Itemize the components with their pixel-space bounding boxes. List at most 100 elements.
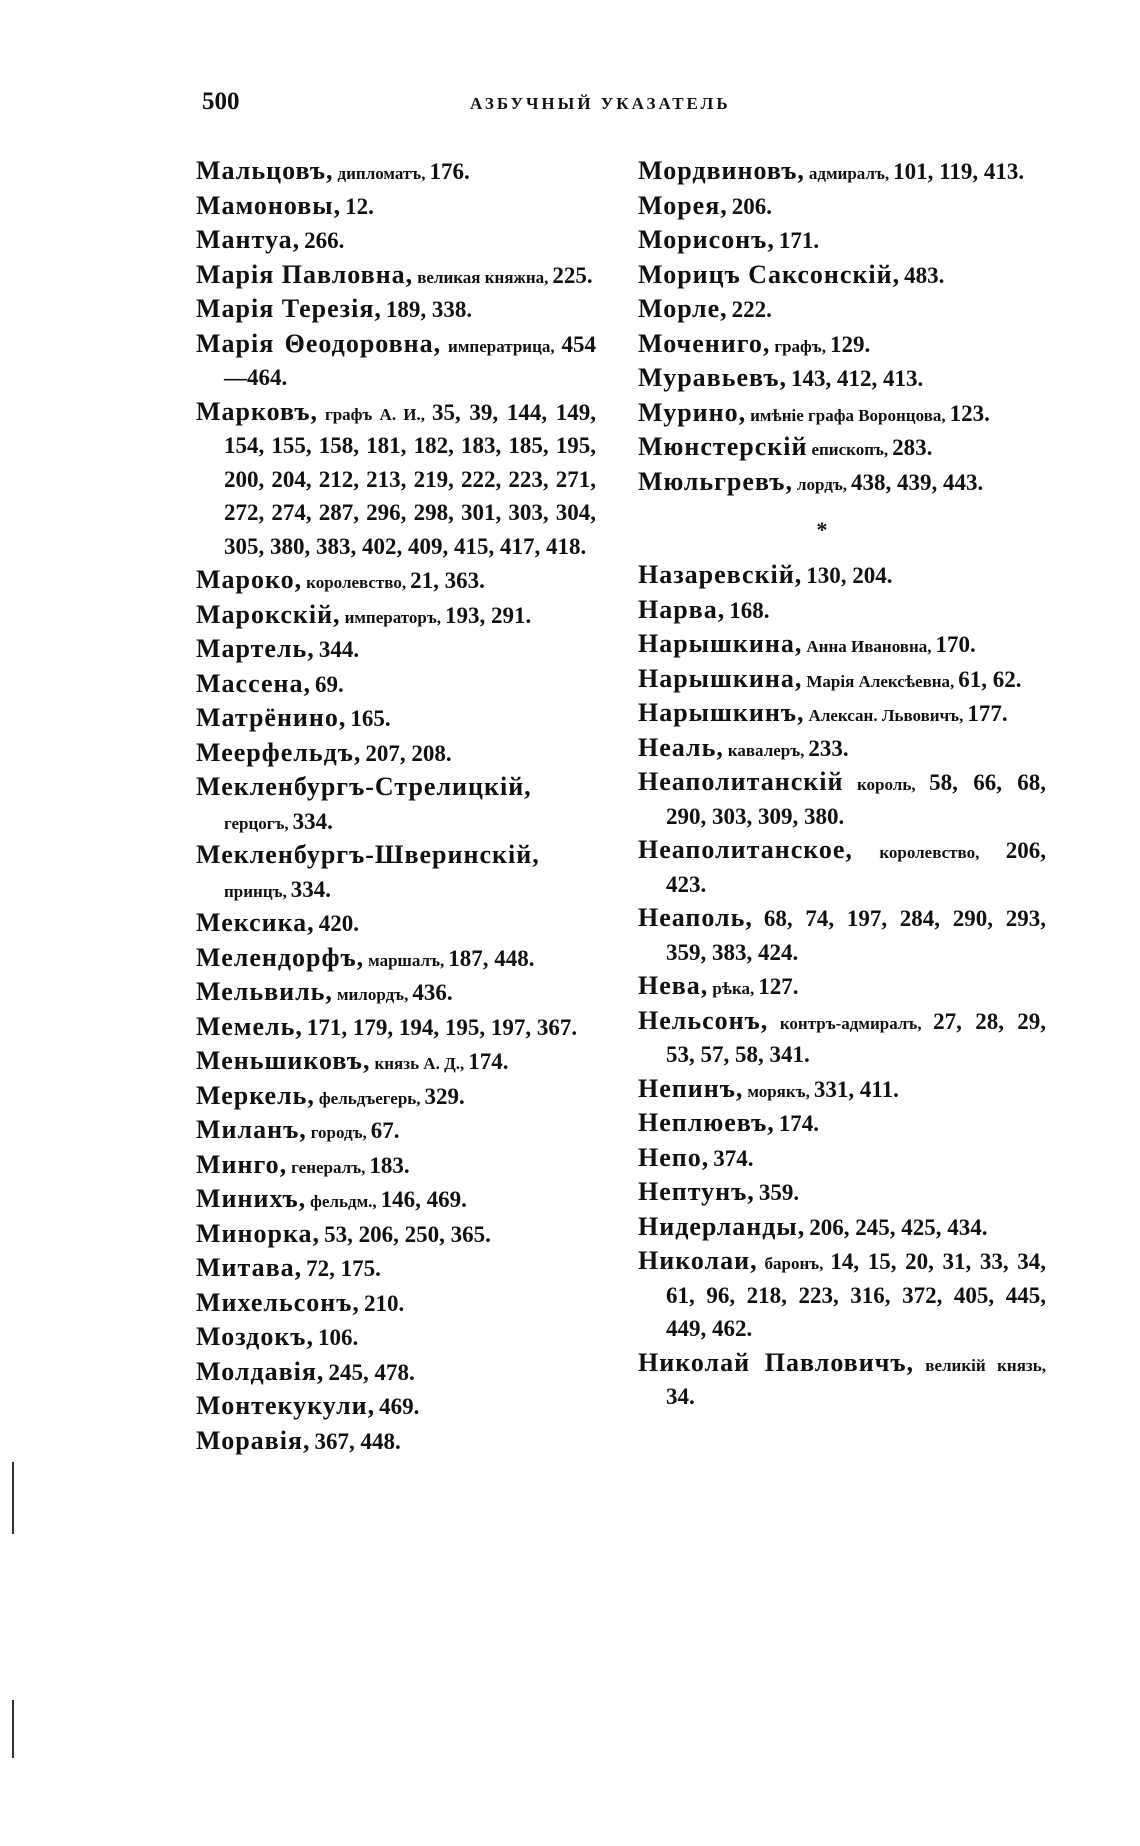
entry-head: Непо,: [638, 1142, 710, 1172]
scan-margin-mark: [12, 1700, 14, 1758]
index-entry: Минго, генералъ, 183.: [196, 1150, 596, 1185]
entry-refs: 61, 62.: [958, 666, 1022, 692]
entry-head: Неаполь,: [638, 903, 753, 932]
entry-head: Николай Павловичъ,: [638, 1347, 915, 1377]
entry-head: Молдавія,: [196, 1356, 325, 1386]
entry-desc: принцъ,: [224, 881, 287, 901]
entry-refs: 233.: [808, 735, 849, 761]
entry-refs: 127.: [758, 974, 799, 999]
entry-head: Муравьевъ,: [638, 363, 788, 392]
entry-desc: герцогъ,: [224, 813, 289, 833]
index-entry: Мекленбургъ-Шверинскій, принцъ, 334.: [196, 840, 596, 908]
index-entry: Миланъ, городъ, 67.: [196, 1115, 596, 1150]
entry-refs: 35, 39, 144, 149, 154, 155, 158, 181, 18…: [224, 399, 597, 559]
section-separator: *: [816, 517, 828, 542]
entry-head: Михельсонъ,: [196, 1287, 360, 1317]
entry-refs: 72, 175.: [306, 1256, 381, 1281]
index-entry: Николай Павловичъ, великій князь, 34.: [638, 1348, 1046, 1416]
entry-refs: 34.: [666, 1384, 695, 1409]
entry-refs: 21, 363.: [410, 568, 485, 593]
entry-refs: 359.: [758, 1180, 800, 1205]
entry-head: Мемель,: [196, 1011, 303, 1041]
entry-desc: графъ,: [774, 336, 826, 356]
entry-head: Нидерланды,: [638, 1211, 806, 1241]
entry-refs: 420.: [318, 911, 359, 936]
entry-head: Мочениго,: [638, 328, 771, 358]
index-section-m: Мордвиновъ, адмиралъ, 101, 119, 413. Мор…: [638, 156, 1046, 501]
entry-head: Матрёнино,: [196, 703, 347, 732]
entry-refs: 334.: [292, 808, 333, 834]
entry-head: Морея,: [638, 190, 728, 220]
index-entry: Неаль, кавалеръ, 233.: [638, 733, 1046, 768]
index-entry: Мартель, 344.: [196, 634, 596, 669]
index-entry: Марія Павловна, великая княжна, 225.: [196, 260, 596, 295]
index-entry: Нельсонъ, контръ-адмиралъ, 27, 28, 29, 5…: [638, 1006, 1046, 1074]
entry-head: Нарва,: [638, 594, 726, 624]
index-entry: Нарышкина, Анна Ивановна, 170.: [638, 629, 1046, 664]
entry-desc: Алексан. Львовичъ,: [808, 706, 964, 725]
index-entry: Митава, 72, 175.: [196, 1253, 596, 1288]
entry-head: Нарышкина,: [638, 629, 803, 658]
entry-head: Мелендорфъ,: [196, 942, 365, 972]
index-entry: Молдавія, 245, 478.: [196, 1357, 596, 1392]
index-entry: Массена, 69.: [196, 669, 596, 704]
entry-head: Моздокъ,: [196, 1322, 314, 1351]
entry-desc: генералъ,: [291, 1157, 366, 1177]
index-entry: Непинъ, морякъ, 331, 411.: [638, 1074, 1046, 1109]
entry-head: Минорка,: [196, 1218, 321, 1248]
index-entry: Нарышкинъ, Алексан. Львовичъ, 177.: [638, 698, 1046, 733]
entry-head: Мальцовъ,: [196, 156, 334, 185]
index-entry: Муравьевъ, 143, 412, 413.: [638, 363, 1046, 398]
entry-refs: 130, 204.: [806, 563, 893, 588]
index-entry: Нептунъ, 359.: [638, 1177, 1046, 1212]
entry-refs: 101, 119, 413.: [893, 159, 1025, 184]
entry-refs: 283.: [892, 435, 933, 460]
index-entry: Марія Θеодоровна, императрица, 454—464.: [196, 329, 596, 397]
index-entry: Мальцовъ, дипломатъ, 176.: [196, 156, 596, 191]
entry-desc: имѣніе графа Воронцова,: [750, 405, 946, 425]
entry-refs: 174.: [778, 1111, 820, 1136]
entry-desc: фельдъегерь,: [318, 1088, 421, 1108]
entry-head: Мантуа,: [196, 225, 301, 254]
entry-desc: баронъ,: [764, 1254, 824, 1273]
entry-head: Мароко,: [196, 565, 303, 594]
entry-head: Монтекукули,: [196, 1391, 376, 1420]
entry-head: Мекленбургъ-Стрелицкій,: [196, 772, 532, 801]
index-entry: Меркель, фельдъегерь, 329.: [196, 1081, 596, 1116]
entry-head: Назаревскій,: [638, 560, 803, 589]
entry-head: Мексика,: [196, 908, 315, 937]
entry-refs: 123.: [949, 400, 990, 426]
index-entry: Марокскій, императоръ, 193, 291.: [196, 600, 596, 635]
index-entry: Марія Терезія, 189, 338.: [196, 294, 596, 329]
entry-head: Марковъ,: [196, 396, 319, 426]
entry-refs: 165.: [350, 706, 391, 731]
entry-refs: 14, 15, 20, 31, 33, 34, 61, 96, 218, 223…: [666, 1249, 1047, 1341]
entry-head: Мордвиновъ,: [638, 156, 805, 185]
entry-refs: 69.: [314, 671, 344, 697]
entry-desc: кавалеръ,: [727, 740, 805, 760]
entry-desc: императоръ,: [344, 607, 442, 627]
index-entry: Морле, 222.: [638, 294, 1046, 329]
index-entry: Монтекукули, 469.: [196, 1391, 596, 1426]
index-entry: Мемель, 171, 179, 194, 195, 197, 367.: [196, 1012, 596, 1047]
entry-refs: 207, 208.: [365, 740, 452, 766]
entry-refs: 367, 448.: [314, 1428, 401, 1454]
entry-head: Неплюевъ,: [638, 1108, 775, 1137]
entry-head: Неаль,: [638, 732, 724, 762]
entry-head: Непинъ,: [638, 1073, 744, 1103]
index-entry: Матрёнино, 165.: [196, 703, 596, 738]
entry-refs: 206.: [731, 193, 773, 219]
entry-desc: великій князь,: [925, 1355, 1046, 1375]
entry-refs: 174.: [468, 1049, 509, 1074]
entry-refs: 436.: [412, 980, 453, 1005]
entry-head: Мекленбургъ-Шверинскій,: [196, 840, 540, 869]
entry-desc: великая княжна,: [417, 267, 549, 287]
entry-head: Нева,: [638, 971, 709, 1000]
entry-refs: 171.: [778, 228, 820, 253]
entry-desc: Марія Алексѣевна,: [806, 671, 955, 691]
entry-refs: 210.: [363, 1290, 405, 1316]
entry-head: Мюльгревъ,: [638, 466, 793, 496]
index-entry: Мордвиновъ, адмиралъ, 101, 119, 413.: [638, 156, 1046, 191]
entry-desc: милордъ,: [336, 985, 409, 1004]
entry-head: Минго,: [196, 1149, 288, 1179]
